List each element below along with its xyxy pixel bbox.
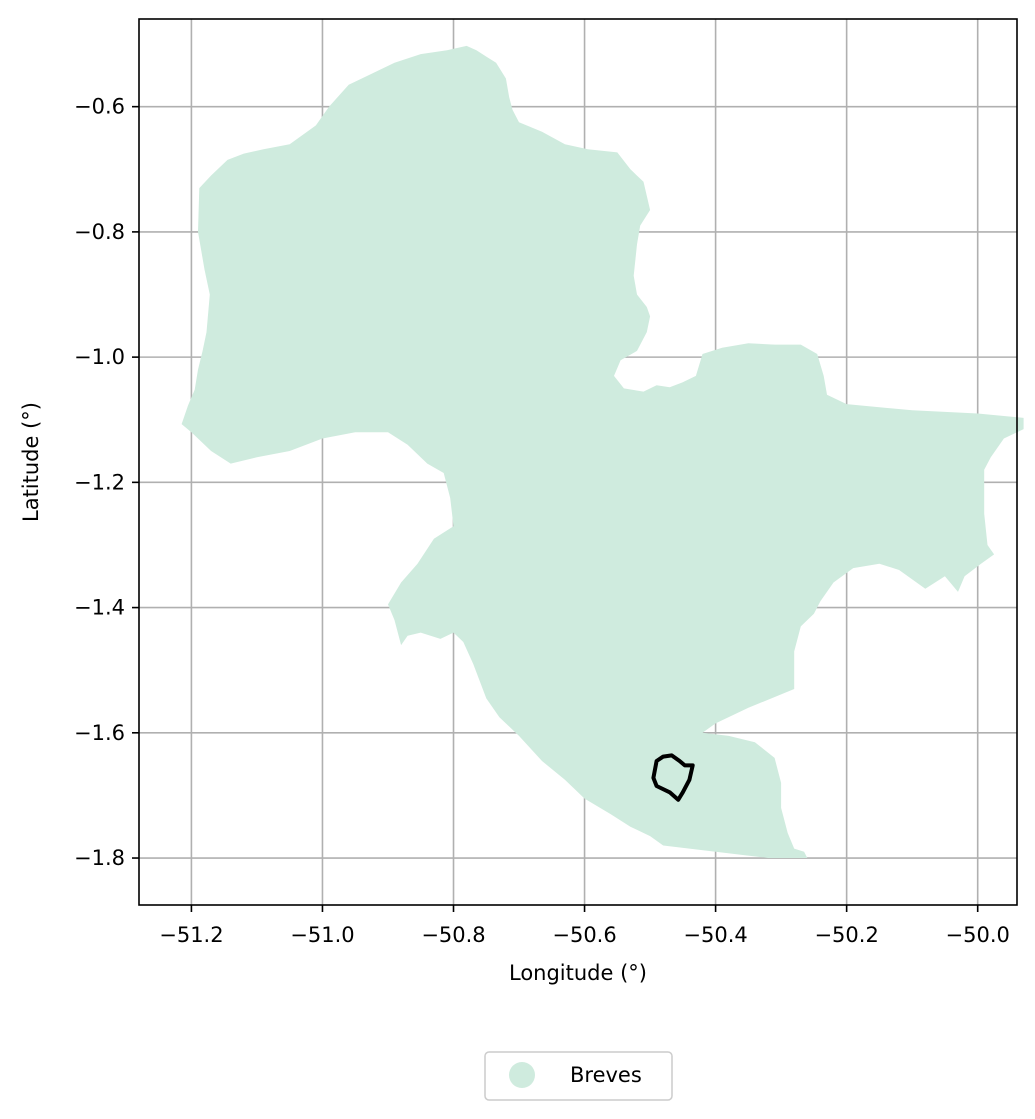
region-breves[interactable]	[181, 45, 1024, 858]
y-tick-label: −1.8	[74, 846, 125, 870]
region-layer	[181, 45, 1024, 858]
axes-frame	[138, 18, 1018, 906]
highlight-layer	[651, 753, 695, 802]
x-tick-label: −51.0	[290, 923, 354, 947]
y-axis-title: Latitude (°)	[19, 402, 43, 522]
legend: Breves	[484, 1051, 673, 1101]
x-tick-label: −50.6	[552, 923, 616, 947]
legend-box	[484, 1051, 673, 1101]
highlight-outline[interactable]	[651, 753, 695, 802]
y-tick-label: −0.6	[74, 95, 125, 119]
x-axis-ticks: −51.2 −51.0 −50.8 −50.6 −50.4 −50.2 −50.0	[159, 905, 1010, 947]
x-tick-label: −50.4	[683, 923, 747, 947]
legend-label-breves: Breves	[570, 1063, 642, 1087]
x-tick-label: −50.2	[814, 923, 878, 947]
y-tick-label: −1.2	[74, 470, 125, 494]
x-tick-label: −51.2	[159, 923, 223, 947]
x-tick-label: −50.8	[421, 923, 485, 947]
y-tick-label: −1.0	[74, 345, 125, 369]
y-tick-label: −0.8	[74, 220, 125, 244]
legend-marker-breves	[509, 1062, 535, 1088]
x-axis-title: Longitude (°)	[509, 961, 647, 985]
x-tick-label: −50.0	[946, 923, 1010, 947]
y-tick-label: −1.4	[74, 596, 125, 620]
y-tick-label: −1.6	[74, 721, 125, 745]
y-axis-ticks: −0.6 −0.8 −1.0 −1.2 −1.4 −1.6 −1.8	[74, 95, 139, 870]
